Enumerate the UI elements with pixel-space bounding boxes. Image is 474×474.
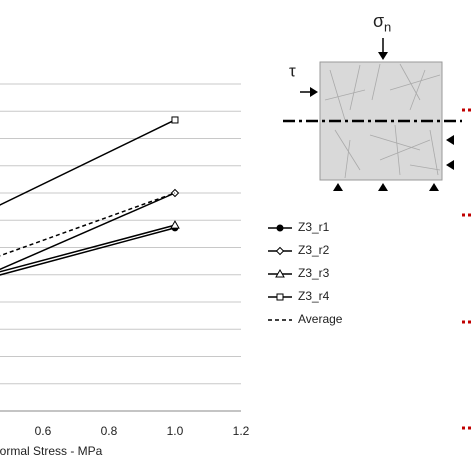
x-tick-label: 0.6 <box>35 424 52 438</box>
marker <box>276 224 284 232</box>
x-tick-label: 0.8 <box>101 424 118 438</box>
series-line <box>0 224 176 273</box>
x-tick-label: 1.2 <box>233 424 250 438</box>
legend-label: Z3_r2 <box>298 243 330 257</box>
red-marks <box>462 108 474 430</box>
marker <box>275 268 285 278</box>
shear-stress-symbol: τ <box>289 61 296 80</box>
fibers <box>324 63 441 179</box>
legend-label: Average <box>298 312 343 326</box>
marker <box>170 220 180 229</box>
normal-stress-symbol: σ <box>373 11 384 31</box>
legend-label: Z3_r1 <box>298 220 330 234</box>
series-line <box>0 227 176 276</box>
legend-label: Z3_r3 <box>298 266 330 280</box>
plot-area <box>0 83 241 412</box>
legend-label: Z3_r4 <box>298 289 330 303</box>
marker <box>276 293 284 301</box>
x-axis-label: Normal Stress - MPa <box>0 444 103 458</box>
series-line <box>0 119 176 206</box>
legend: Z3_r1 Z3_r2 Z3_r3 Z3_r4 Average <box>268 220 343 326</box>
normal-stress-subscript: n <box>384 19 391 34</box>
marker <box>171 116 179 124</box>
series-line <box>0 192 176 271</box>
series-line <box>0 192 176 257</box>
specimen-diagram: σ n τ <box>283 11 474 430</box>
x-tick-label: 1.0 <box>167 424 184 438</box>
marker <box>275 246 285 256</box>
